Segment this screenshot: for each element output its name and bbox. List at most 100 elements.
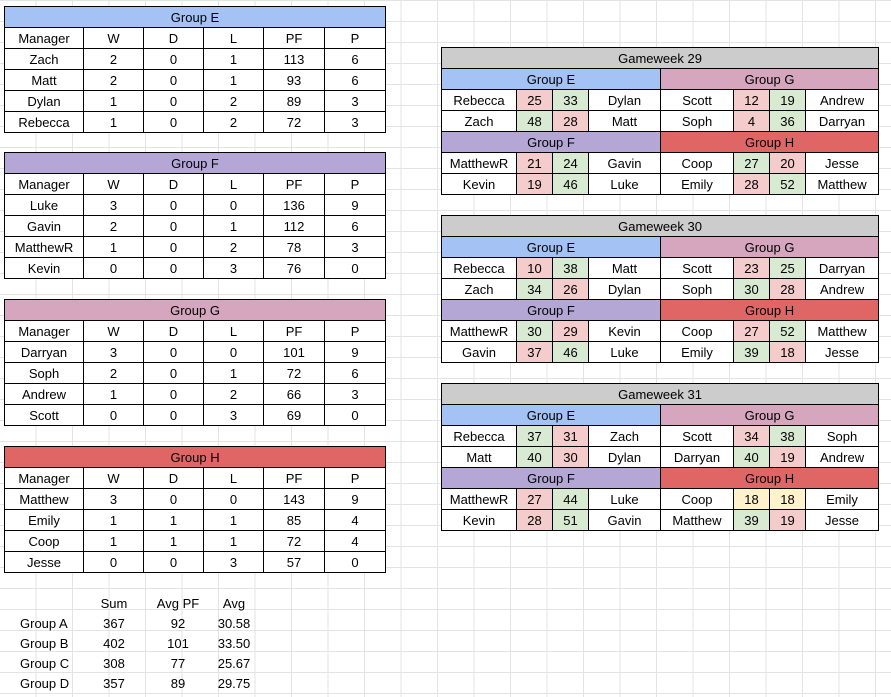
- stat-cell: 1: [203, 530, 264, 552]
- away-score: 52: [769, 173, 806, 195]
- away-manager: Luke: [588, 488, 661, 510]
- away-manager: Matt: [588, 257, 661, 279]
- stat-cell: 66: [263, 383, 325, 405]
- stat-cell: 2: [203, 236, 264, 258]
- table-row: Dylan 1 0 2 89 3: [4, 90, 387, 112]
- away-manager: Darryan: [804, 110, 880, 132]
- gameweek-title-row: Gameweek 30: [440, 215, 880, 237]
- stat-cell: 2: [203, 383, 264, 405]
- stat-cell: 2: [83, 362, 144, 384]
- fixture-group-label: Group G: [659, 236, 880, 258]
- summary-value: 402: [103, 635, 125, 651]
- home-manager: MatthewR: [441, 152, 517, 174]
- stat-cell: 0: [143, 90, 204, 112]
- manager-name: Andrew: [4, 383, 84, 405]
- home-manager: MatthewR: [441, 488, 517, 510]
- summary-value: 367: [103, 615, 125, 631]
- stat-cell: 3: [83, 488, 144, 510]
- home-manager: Coop: [660, 320, 734, 342]
- fixture-group-label: Group F: [441, 131, 661, 153]
- away-manager: Gavin: [588, 152, 661, 174]
- stat-cell: 1: [203, 48, 264, 70]
- away-manager: Dylan: [588, 89, 661, 111]
- table-row: Darryan 3 0 0 101 9: [4, 341, 387, 363]
- away-manager: Jesse: [804, 152, 880, 174]
- away-manager: Dylan: [588, 278, 661, 300]
- home-manager: Emily: [660, 341, 734, 363]
- home-manager: Soph: [660, 278, 734, 300]
- group-g-standings-table: Group G Manager W D L PF P Darryan 3 0 0 101 9 Soph 2 0…: [3, 299, 387, 426]
- stat-cell: 1: [83, 111, 144, 133]
- stat-cell: 1: [83, 90, 144, 112]
- stat-cell: 2: [83, 69, 144, 91]
- away-manager: Kevin: [588, 320, 661, 342]
- stat-cell: 0: [323, 257, 387, 279]
- home-manager: Kevin: [441, 173, 517, 195]
- group-title: Group G: [3, 299, 387, 321]
- column-header: Manager: [4, 173, 84, 195]
- home-score: 23: [733, 257, 770, 279]
- home-manager: Emily: [660, 173, 734, 195]
- group-title: Group H: [3, 446, 387, 468]
- stat-cell: 3: [203, 404, 264, 426]
- stat-cell: 112: [263, 215, 325, 237]
- home-manager: Gavin: [441, 341, 517, 363]
- away-manager: Darryan: [804, 257, 880, 279]
- column-header: L: [203, 27, 264, 49]
- stat-cell: 2: [203, 111, 264, 133]
- fixture-row: Kevin 28 51 Gavin Matthew 39 19 Jesse: [441, 509, 880, 531]
- stat-cell: 0: [143, 488, 204, 510]
- home-score: 37: [516, 341, 553, 363]
- group-header-row: Group F Group H: [441, 467, 880, 489]
- stat-cell: 3: [83, 341, 144, 363]
- stat-cell: 76: [263, 257, 325, 279]
- stat-cell: 69: [263, 404, 325, 426]
- home-manager: Zach: [441, 110, 517, 132]
- away-manager: Emily: [804, 488, 880, 510]
- stat-cell: 4: [323, 530, 387, 552]
- stat-cell: 9: [323, 194, 387, 216]
- home-score: 40: [516, 446, 553, 468]
- column-header: L: [203, 320, 264, 342]
- away-score: 30: [552, 446, 589, 468]
- stat-cell: 0: [143, 111, 204, 133]
- home-score: 27: [733, 152, 770, 174]
- gameweek-title-row: Gameweek 29: [440, 47, 880, 69]
- home-manager: Rebecca: [441, 257, 517, 279]
- fixture-group-label: Group F: [441, 467, 661, 489]
- away-score: 18: [769, 341, 806, 363]
- away-manager: Jesse: [804, 509, 880, 531]
- summary-row: Group C 308 77 25.67: [4, 653, 260, 673]
- column-header: W: [83, 467, 144, 489]
- home-manager: Kevin: [441, 509, 517, 531]
- fixture-row: Zach 34 26 Dylan Soph 30 28 Andrew: [441, 278, 880, 300]
- table-row: Matt 2 0 1 93 6: [4, 69, 387, 91]
- stat-cell: 6: [323, 215, 387, 237]
- away-score: 19: [769, 509, 806, 531]
- fixture-row: Gavin 37 46 Luke Emily 39 18 Jesse: [441, 341, 880, 363]
- group-e-standings-table: Group E Manager W D L PF P Zach 2 0 1 113 6 Matt 2 0 1 93…: [3, 6, 387, 133]
- gameweek-31-table: Gameweek 31 Group E Group G Rebecca 37 31 Zach…: [440, 383, 880, 531]
- gameweek-30-table: Gameweek 30 Group E Group G Rebecca 10 38 Matt…: [440, 215, 880, 363]
- away-manager: Matthew: [804, 173, 880, 195]
- stat-cell: 3: [323, 90, 387, 112]
- fixture-row: MatthewR 30 29 Kevin Coop 27 52 Matthew: [441, 320, 880, 342]
- summary-row: Group A 367 92 30.58: [4, 613, 260, 633]
- group-header-row: Group E Group G: [441, 236, 880, 258]
- header-row: Manager W D L PF P: [4, 320, 387, 342]
- group-title-row: Group F: [3, 152, 387, 174]
- fixture-group-label: Group H: [659, 131, 880, 153]
- stat-cell: 0: [203, 194, 264, 216]
- summary-value: 357: [103, 675, 125, 691]
- header-row: Manager W D L PF P: [4, 27, 387, 49]
- home-score: 39: [733, 341, 770, 363]
- stat-cell: 78: [263, 236, 325, 258]
- stat-cell: 0: [143, 236, 204, 258]
- fixture-row: MatthewR 27 44 Luke Coop 18 18 Emily: [441, 488, 880, 510]
- manager-name: Zach: [4, 48, 84, 70]
- home-score: 10: [516, 257, 553, 279]
- stat-cell: 9: [323, 488, 387, 510]
- table-row: Jesse 0 0 3 57 0: [4, 551, 387, 573]
- table-row: MatthewR 1 0 2 78 3: [4, 236, 387, 258]
- away-score: 28: [769, 278, 806, 300]
